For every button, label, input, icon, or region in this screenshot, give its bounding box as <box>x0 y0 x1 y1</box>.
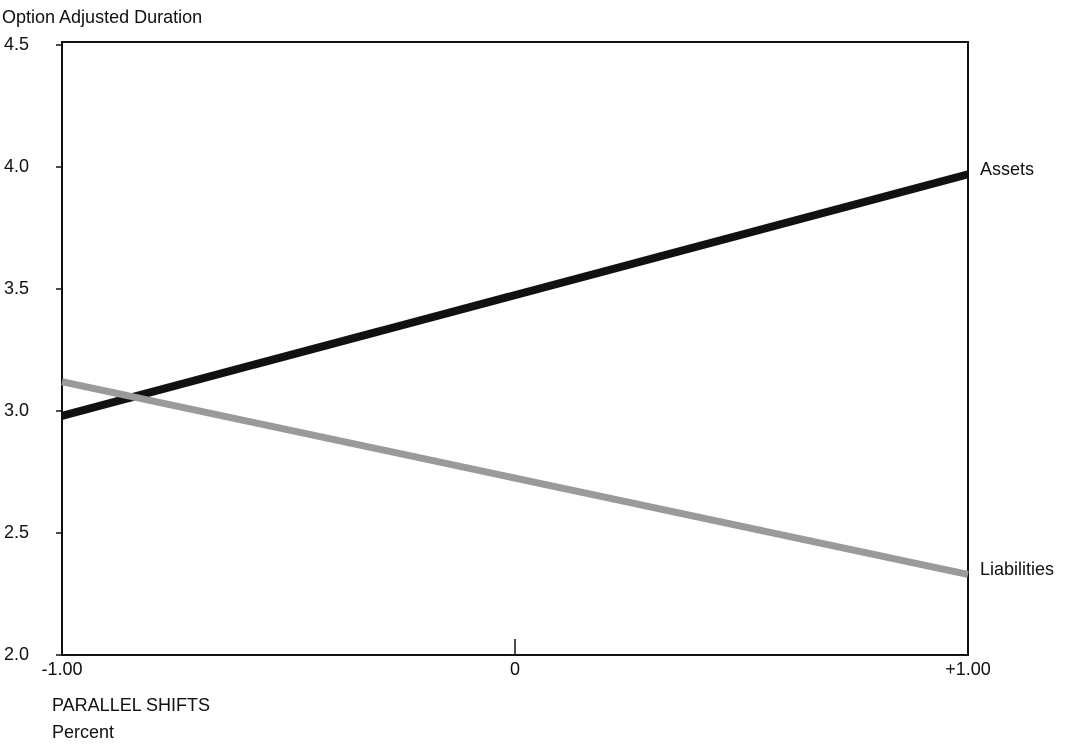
x-axis-title: PARALLEL SHIFTS <box>52 695 210 715</box>
y-tick-label: 4.5 <box>4 34 29 54</box>
x-axis-subtitle: Percent <box>52 722 114 742</box>
x-tick-label: 0 <box>510 659 520 679</box>
y-axis-title: Option Adjusted Duration <box>2 7 202 27</box>
series-label: Assets <box>980 159 1034 179</box>
y-tick-label: 4.0 <box>4 156 29 176</box>
line-series <box>60 170 970 420</box>
x-tick-label: -1.00 <box>41 659 82 679</box>
series-label: Liabilities <box>980 559 1054 579</box>
y-tick-label: 3.5 <box>4 278 29 298</box>
y-tick-label: 2.5 <box>4 522 29 542</box>
y-tick-label: 3.0 <box>4 400 29 420</box>
plot-frame <box>61 41 969 656</box>
y-tick-label: 2.0 <box>4 644 29 664</box>
line-series <box>61 378 969 578</box>
x-tick-label: +1.00 <box>945 659 991 679</box>
